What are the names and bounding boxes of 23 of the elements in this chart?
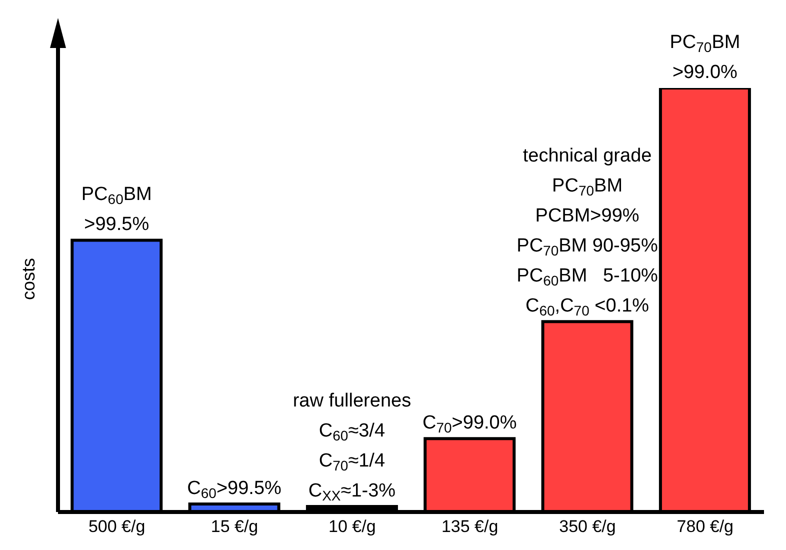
annotation: C$_{XX}$≈1-3%: [308, 480, 396, 503]
annotation: PC$_{70}$BM 90-95%: [516, 236, 658, 258]
annotation: PCBM>99%: [535, 206, 640, 227]
x-tick-label: 500 €/g: [88, 517, 146, 536]
annotation: raw fullerenes: [292, 390, 412, 412]
annotation: C$_{70}$>99.0%: [422, 412, 517, 436]
annotation: C$_{60}$,C$_{70}$ <0.1%: [526, 296, 650, 318]
x-tick-label: 10 €/g: [328, 517, 376, 536]
annotation: C$_{70}$≈1/4: [318, 450, 386, 473]
annotation: >99.0%: [672, 62, 738, 83]
annotation: technical grade: [522, 146, 652, 167]
annotation: PC$_{60}$BM 5-10%: [516, 266, 658, 288]
x-tick-label: 350 €/g: [559, 517, 616, 536]
y-axis-title: costs: [18, 258, 38, 300]
text: PC$_{70}$BM: [670, 32, 740, 54]
x-tick-label: 780 €/g: [676, 517, 734, 536]
annotation: >99.5%: [84, 214, 150, 236]
annotation: PC$_{70}$BM: [552, 176, 623, 198]
annotation: C$_{60}$>99.5%: [187, 478, 282, 500]
x-tick-label: 15 €/g: [210, 517, 258, 536]
x-tick-label: 135 €/g: [441, 517, 498, 536]
annotation: C$_{60}$≈3/4: [318, 420, 386, 443]
annotation: PC$_{60}$BM: [81, 184, 152, 207]
